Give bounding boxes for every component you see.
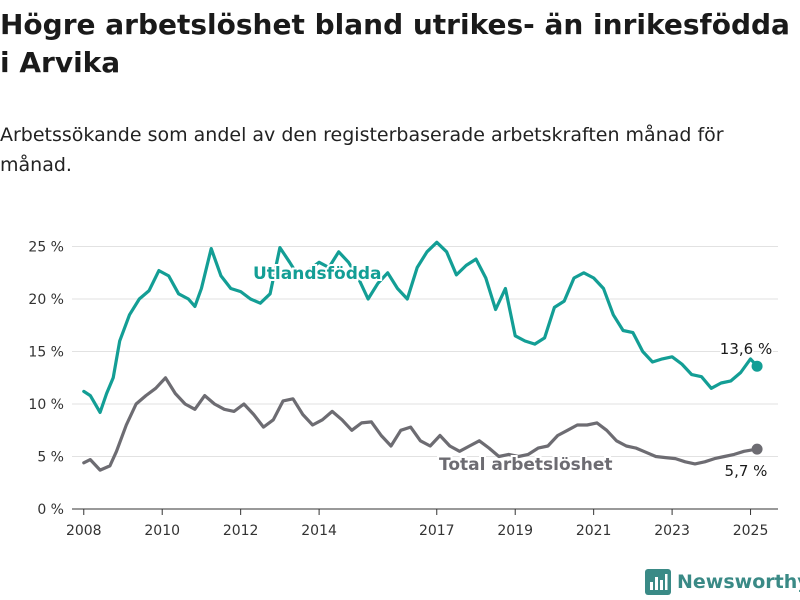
x-axis-ticks: 2008 2010 2012 2014 2017 2019 2021 2023 2025 [66, 509, 768, 539]
series-line [82, 376, 759, 472]
y-tick-label: 20 % [28, 292, 64, 308]
series-line [82, 240, 759, 414]
series-end-value-label: 13,6 % [720, 340, 772, 358]
series-lines [82, 240, 763, 472]
x-tick-label: 2025 [733, 523, 769, 539]
y-tick-label: 15 % [28, 345, 64, 361]
series-end-point [751, 443, 763, 455]
series-end-point [751, 360, 763, 372]
y-tick-label: 5 % [37, 450, 64, 466]
x-tick-label: 2023 [654, 523, 690, 539]
x-tick-label: 2008 [66, 523, 102, 539]
x-tick-label: 2019 [497, 523, 533, 539]
y-tick-label: 0 % [37, 502, 64, 518]
chart-subtitle: Arbetssökande som andel av den registerb… [0, 124, 724, 176]
x-tick-label: 2010 [144, 523, 180, 539]
series-end-value-label: 5,7 % [725, 462, 768, 480]
bar-chart-icon [645, 569, 671, 595]
y-tick-label: 10 % [28, 397, 64, 413]
series-name-label: Utlandsfödda [253, 264, 382, 284]
series-name-label: Total arbetslöshet [439, 455, 613, 475]
series-labels: Utlandsfödda 13,6 % Total arbetslöshet 5,7 … [251, 262, 774, 482]
y-axis-ticks: 0 % 5 % 10 % 15 % 20 % 25 % [28, 240, 64, 519]
x-tick-label: 2017 [419, 523, 455, 539]
y-tick-label: 25 % [28, 240, 64, 256]
x-tick-label: 2021 [576, 523, 612, 539]
brand-name: Newsworthy [677, 571, 800, 593]
chart-title: Högre arbetslöshet bland utrikes- än inr… [0, 8, 790, 79]
x-tick-label: 2012 [223, 523, 259, 539]
gridlines [72, 246, 778, 510]
x-tick-label: 2014 [301, 523, 337, 539]
newsworthy-logo: Newsworthy [645, 569, 800, 595]
